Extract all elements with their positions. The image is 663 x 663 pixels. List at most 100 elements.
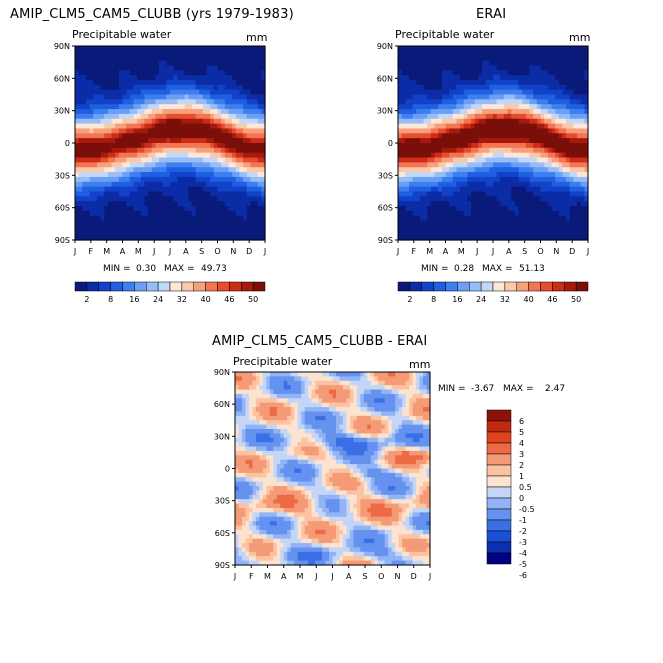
panel3-cell (315, 411, 320, 417)
panel2-cell (427, 55, 432, 62)
panel1-cell (206, 118, 211, 125)
panel1-cell (257, 89, 262, 96)
panel1-cell (177, 65, 182, 71)
panel1-cell (104, 152, 109, 159)
panel1-cell (96, 99, 102, 105)
panel1-cell (177, 167, 182, 173)
panel2-cell (569, 104, 574, 110)
panel2-cell (573, 118, 578, 125)
panel1-cell (107, 89, 113, 96)
panel1-cell (93, 162, 98, 168)
panel1-cell (170, 50, 175, 57)
panel1-cell (162, 220, 167, 227)
panel2-cell (584, 118, 589, 125)
panel1-cell (232, 79, 237, 86)
panel1-cell (250, 84, 255, 91)
panel1-cell (89, 46, 94, 52)
panel1-cell (93, 201, 98, 207)
panel2-cell (449, 123, 454, 130)
panel2-cell (467, 138, 472, 144)
panel2-cell (427, 60, 432, 66)
panel1-cell (210, 60, 215, 66)
panel2-cell (416, 196, 421, 202)
panel1-cell (243, 172, 248, 178)
panel2-cell (398, 157, 403, 163)
panel1-cell (144, 167, 149, 173)
panel2-cell (456, 109, 461, 115)
panel2-cell (441, 70, 447, 76)
panel1-cell (228, 157, 233, 163)
panel3-cell (255, 398, 260, 404)
panel2-cell (493, 186, 498, 193)
panel1-cell (188, 167, 193, 173)
panel2-cell (423, 84, 428, 91)
panel1-cell (144, 60, 149, 66)
panel1-cell (75, 118, 80, 125)
panel2-cell (412, 143, 417, 149)
panel2-cell (434, 113, 439, 120)
panel3-cell (356, 376, 361, 382)
panel1-cell (126, 128, 131, 134)
panel1-cell (129, 84, 135, 91)
panel3-cell (283, 393, 288, 399)
panel1-cell (75, 113, 80, 120)
panel1-cell (107, 55, 113, 62)
panel1-cell (126, 162, 131, 168)
panel1-cell (122, 133, 127, 139)
panel1-cell (126, 55, 131, 62)
panel2-cell (408, 167, 414, 173)
panel2-cell (536, 143, 542, 149)
panel2-cell (493, 133, 498, 139)
panel2-cell (405, 157, 410, 163)
panel1-cell (78, 196, 83, 202)
panel1-cell (96, 157, 102, 163)
panel1-cell (239, 210, 244, 217)
panel2-cell (427, 176, 432, 183)
panel1-cell (177, 46, 182, 52)
panel2-cell (474, 113, 479, 120)
panel2-cell (419, 60, 425, 66)
panel1-cell (122, 181, 127, 188)
panel1-cell (166, 162, 171, 168)
panel2-cell (489, 191, 494, 197)
panel2-cell (434, 176, 439, 183)
panel2-cell (511, 60, 516, 66)
panel1-cell (78, 89, 83, 96)
panel2-cell (449, 133, 454, 139)
panel1-cell (177, 75, 182, 81)
panel2-cell (408, 162, 414, 168)
panel1-cell (148, 133, 153, 139)
panel2-cell (408, 50, 414, 57)
panel2-cell (412, 89, 417, 96)
panel2-cell (401, 172, 406, 178)
panel2-cell (500, 186, 505, 193)
panel1-cell (173, 65, 178, 71)
panel1-cell (93, 147, 98, 154)
panel1-cell (210, 225, 215, 231)
panel3-cell (311, 407, 316, 413)
panel1-cell (159, 220, 164, 227)
panel2-cell (514, 109, 520, 115)
panel2-cell (547, 176, 553, 183)
panel1-cell (137, 99, 142, 105)
panel3-cell (297, 393, 302, 399)
panel1-cell (206, 75, 211, 81)
panel2-cell (438, 79, 443, 86)
panel2-cell (434, 94, 439, 100)
panel1-cell (89, 60, 94, 66)
panel1-cell (202, 113, 208, 120)
panel1-cell (137, 133, 142, 139)
panel1-cell (232, 84, 237, 91)
panel2-cell (584, 181, 589, 188)
panel1-cell (89, 94, 94, 100)
panel2-cell (456, 152, 461, 159)
panel1-cell (118, 113, 124, 120)
panel2-cell (507, 113, 512, 120)
panel2-cell (540, 152, 545, 159)
panel1-cell (140, 46, 146, 52)
panel1-cell (100, 176, 105, 183)
panel1-cell (100, 181, 105, 188)
panel3-cell (266, 411, 271, 417)
panel3-cell (391, 380, 396, 386)
panel1-cell (261, 220, 266, 227)
